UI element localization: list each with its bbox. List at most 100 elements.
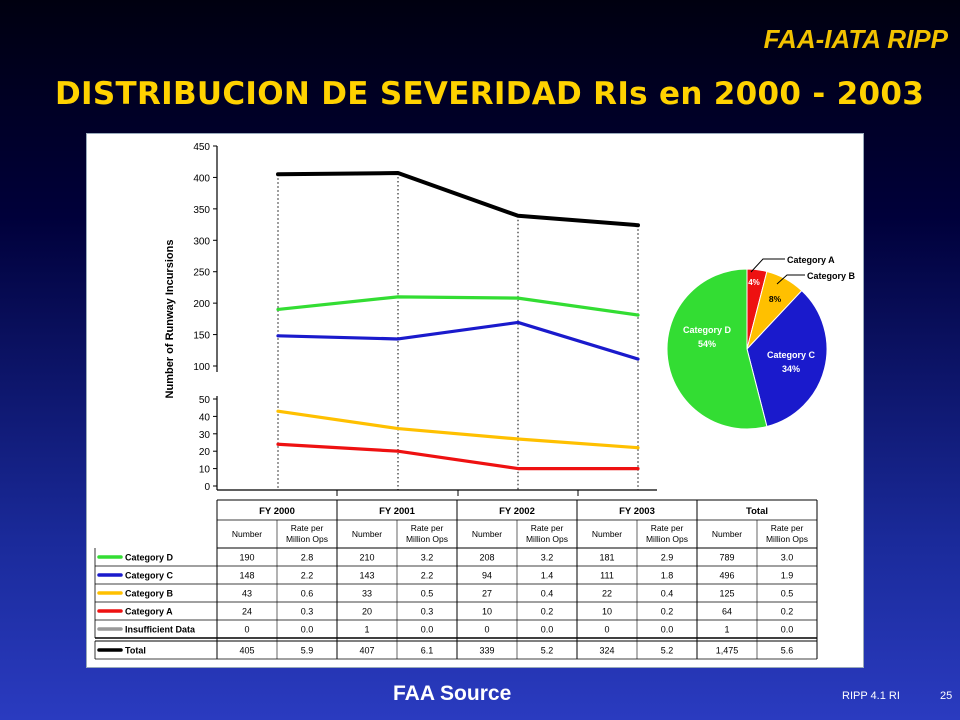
y-tick-label: 200 <box>193 299 210 310</box>
table-cell: 3.2 <box>541 553 554 563</box>
table-cell: 0.0 <box>301 625 314 635</box>
table-subheader: Number <box>592 529 622 539</box>
y-tick-label: 20 <box>199 447 211 458</box>
table-cell: 33 <box>362 589 372 599</box>
table-cell: 94 <box>482 571 492 581</box>
table-group-header: FY 2002 <box>499 506 535 517</box>
chart-svg: 10015020025030035040045001020304050Numbe… <box>94 142 856 660</box>
brand-label: FAA-IATA RIPP <box>763 24 948 54</box>
pie-category-label: Category C <box>767 350 816 360</box>
table-cell: 3.0 <box>781 553 794 563</box>
table-row-label: Category D <box>125 553 174 563</box>
slide-ref: RIPP 4.1 RI <box>842 690 900 702</box>
y-tick-label: 250 <box>193 268 210 279</box>
table-subheader: Rate per <box>531 523 564 533</box>
table-cell: 27 <box>482 589 492 599</box>
table-cell: 0.0 <box>541 625 554 635</box>
series-line-category-d <box>276 295 640 317</box>
table-cell: 5.2 <box>661 646 674 656</box>
table-cell: 148 <box>239 571 254 581</box>
page-number: 25 <box>940 690 953 702</box>
callout-line <box>750 258 785 273</box>
table-cell: 1.9 <box>781 571 794 581</box>
source-label: FAA Source <box>393 682 512 705</box>
pie-category-label: Category D <box>683 325 732 335</box>
table-cell: 190 <box>239 553 254 563</box>
table-cell: 3.2 <box>421 553 434 563</box>
table-cell: 0.4 <box>541 589 554 599</box>
pie-percent-label: 34% <box>782 364 800 374</box>
y-tick-label: 40 <box>199 412 211 423</box>
table-subheader: Rate per <box>651 523 684 533</box>
table-cell: 2.2 <box>421 571 434 581</box>
table-subheader: Million Ops <box>286 534 328 544</box>
table-cell: 5.6 <box>781 646 794 656</box>
table-row-label: Category C <box>125 571 174 581</box>
table-group-header: FY 2003 <box>619 506 655 517</box>
table-subheader: Rate per <box>771 523 804 533</box>
table-subheader: Number <box>352 529 382 539</box>
table-cell: 0.5 <box>421 589 434 599</box>
y-tick-label: 300 <box>193 236 210 247</box>
y-tick-label: 50 <box>199 395 211 406</box>
pie-slice-category-d <box>666 268 768 430</box>
series-line-category-c <box>276 320 640 361</box>
table-cell: 0.2 <box>661 607 674 617</box>
table-cell: 0.5 <box>781 589 794 599</box>
table-cell: 208 <box>479 553 494 563</box>
table-cell: 1.4 <box>541 571 554 581</box>
table-row-label: Total <box>125 646 146 656</box>
table-cell: 0 <box>484 625 489 635</box>
table-cell: 181 <box>599 553 614 563</box>
y-tick-label: 30 <box>199 430 211 441</box>
table-subheader: Number <box>472 529 502 539</box>
table-cell: 407 <box>359 646 374 656</box>
table-subheader: Rate per <box>291 523 324 533</box>
table-cell: 1 <box>364 625 369 635</box>
table-cell: 5.9 <box>301 646 314 656</box>
table-group-header: FY 2000 <box>259 506 295 517</box>
table-cell: 125 <box>719 589 734 599</box>
y-tick-label: 10 <box>199 465 211 476</box>
table-cell: 10 <box>602 607 612 617</box>
table-cell: 2.8 <box>301 553 314 563</box>
table-cell: 111 <box>600 571 614 581</box>
y-tick-label: 350 <box>193 205 210 216</box>
table-cell: 324 <box>599 646 614 656</box>
table-cell: 1 <box>724 625 729 635</box>
table-row-label: Insufficient Data <box>125 625 196 635</box>
table-cell: 339 <box>479 646 494 656</box>
pie-category-label: Category A <box>787 255 835 265</box>
table-cell: 64 <box>722 607 732 617</box>
pie-percent-label: 54% <box>698 339 716 349</box>
table-cell: 1,475 <box>716 646 739 656</box>
table-cell: 789 <box>719 553 734 563</box>
series-line-total <box>276 171 640 228</box>
table-cell: 0.2 <box>781 607 794 617</box>
table-cell: 10 <box>482 607 492 617</box>
table-cell: 2.2 <box>301 571 314 581</box>
table-cell: 24 <box>242 607 252 617</box>
table-subheader: Number <box>712 529 742 539</box>
table-cell: 0.0 <box>661 625 674 635</box>
table-group-header: Total <box>746 506 768 517</box>
table-cell: 1.8 <box>661 571 674 581</box>
series-line-category-a <box>276 442 640 471</box>
table-cell: 0.0 <box>781 625 794 635</box>
table-cell: 6.1 <box>421 646 434 656</box>
series-line-category-b <box>276 409 640 450</box>
table-cell: 210 <box>359 553 374 563</box>
table-subheader: Million Ops <box>766 534 808 544</box>
table-cell: 405 <box>239 646 254 656</box>
table-subheader: Million Ops <box>406 534 448 544</box>
table-subheader: Million Ops <box>526 534 568 544</box>
table-cell: 0.3 <box>301 607 314 617</box>
pie-percent-label: 4% <box>748 278 760 287</box>
page-title: DISTRIBUCION DE SEVERIDAD RIs en 2000 - … <box>55 76 925 112</box>
y-tick-label: 100 <box>193 362 210 373</box>
table-cell: 0.4 <box>661 589 674 599</box>
pie-category-label: Category B <box>807 271 856 281</box>
table-cell: 143 <box>359 571 374 581</box>
chart-panel: 100 150 200 250 300 350 400 450 0 10 20 30 40 50 Numbe… <box>86 133 864 668</box>
table-cell: 0.2 <box>541 607 554 617</box>
